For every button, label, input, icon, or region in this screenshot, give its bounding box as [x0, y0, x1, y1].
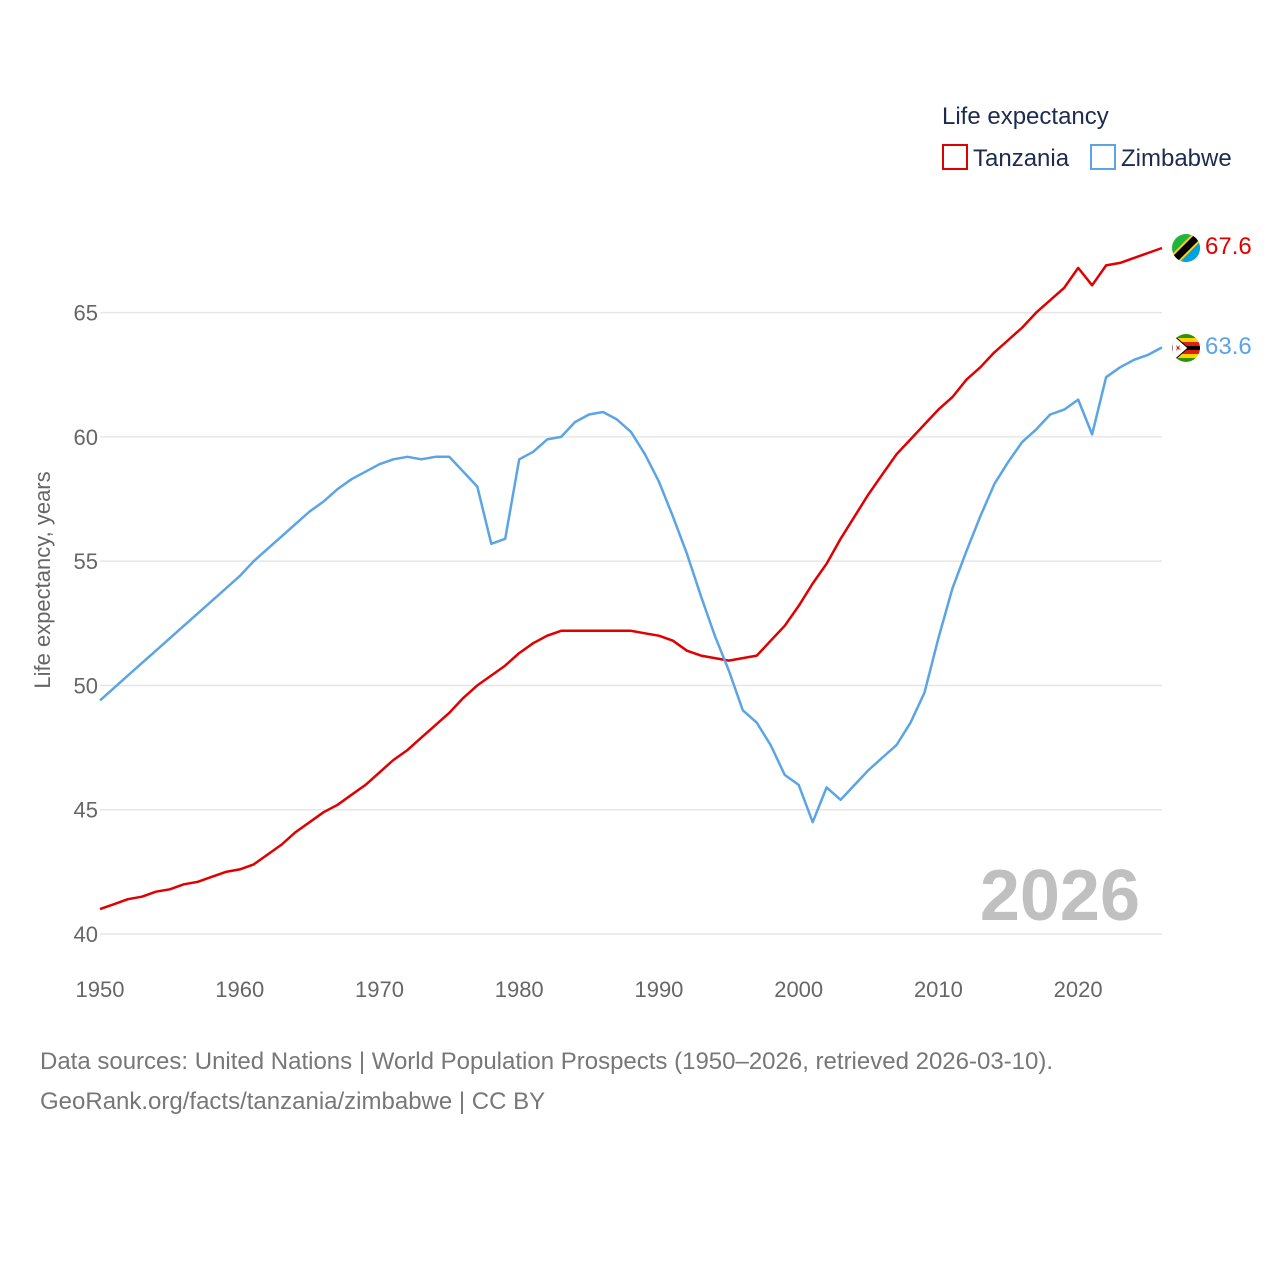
credit-link[interactable]: GeoRank.org/facts/tanzania/zimbabwe | CC… [40, 1088, 546, 1115]
y-tick-label: 55 [74, 549, 98, 574]
tanzania-flag-icon [1172, 234, 1200, 262]
x-tick-label: 1980 [495, 977, 544, 1002]
legend-label-tanzania[interactable]: Tanzania [973, 145, 1070, 172]
y-tick-label: 65 [74, 301, 98, 326]
gridlines [100, 311, 1162, 935]
y-tick-label: 40 [74, 922, 98, 947]
y-axis-title: Life expectancy, years [30, 471, 55, 688]
legend-label-zimbabwe[interactable]: Zimbabwe [1121, 145, 1232, 172]
legend-swatch-tanzania[interactable] [942, 144, 968, 170]
x-tick-label: 2000 [774, 977, 823, 1002]
year-watermark: 2026 [980, 856, 1140, 936]
series-line-zimbabwe[interactable] [99, 346, 1163, 824]
end-label-zimbabwe: 63.6 [1205, 333, 1252, 360]
zimbabwe-flag-icon [1172, 334, 1200, 362]
legend-title: Life expectancy [942, 103, 1109, 130]
x-tick-label: 1960 [215, 977, 264, 1002]
series-lines [99, 246, 1163, 911]
y-tick-label: 45 [74, 798, 98, 823]
y-tick-label: 50 [74, 673, 98, 698]
end-label-tanzania: 67.6 [1205, 233, 1252, 260]
y-axis-ticks: 40 45 50 55 60 65 [74, 301, 98, 947]
x-tick-label: 1990 [634, 977, 683, 1002]
data-sources: Data sources: United Nations | World Pop… [40, 1048, 1054, 1075]
series-line-tanzania[interactable] [99, 246, 1163, 911]
x-tick-label: 2010 [914, 977, 963, 1002]
legend-swatch-zimbabwe[interactable] [1090, 144, 1116, 170]
line-chart: 40 45 50 55 60 65 1950 1960 1970 1980 1990 2000 201… [30, 103, 1252, 1002]
footer: Data sources: United Nations | World Pop… [40, 1042, 1053, 1122]
y-tick-label: 60 [74, 425, 98, 450]
x-tick-label: 2020 [1054, 977, 1103, 1002]
x-tick-label: 1970 [355, 977, 404, 1002]
x-axis-ticks: 1950 1960 1970 1980 1990 2000 2010 2020 [76, 977, 1103, 1002]
legend: Life expectancy Tanzania Zimbabwe [942, 103, 1232, 172]
x-tick-label: 1950 [76, 977, 125, 1002]
